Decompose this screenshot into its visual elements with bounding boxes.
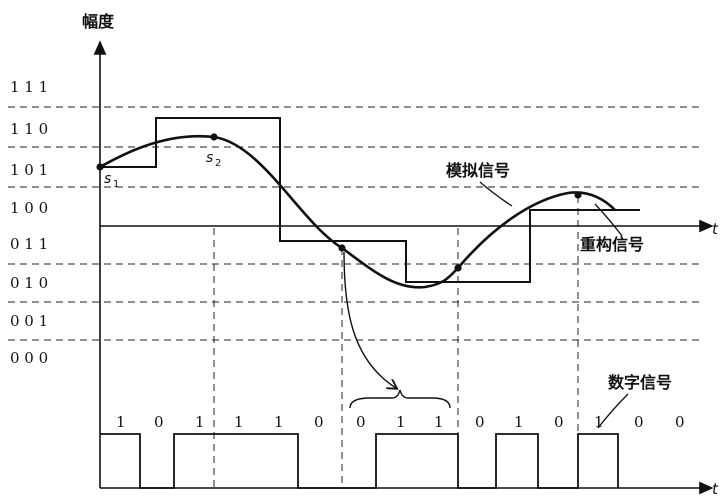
bit-label: 1 (434, 413, 444, 431)
sample-to-code-arrow (343, 251, 396, 388)
bit-label: 0 (356, 413, 366, 431)
bit-label: 1 (195, 413, 205, 431)
s2-subscript: 2 (215, 158, 221, 169)
bit-label: 1 (234, 413, 244, 431)
level-code: 1 0 1 (10, 161, 48, 179)
level-code: 0 1 1 (10, 235, 48, 253)
s1-label: s (104, 171, 111, 187)
sample-point-s1 (96, 163, 104, 171)
codeword-brace (349, 389, 451, 409)
bit-label: 0 (154, 413, 164, 431)
sample-point-s2 (210, 133, 218, 141)
sample-point (454, 264, 462, 272)
digital-signal-label: 数字信号 (608, 373, 672, 392)
quantization-level-lines (8, 106, 700, 341)
analog-signal-curve (99, 134, 616, 289)
s1-subscript: 1 (113, 179, 119, 190)
level-code: 1 0 0 (10, 199, 48, 217)
level-code-labels: 1 1 1 1 1 0 1 0 1 1 0 0 0 1 1 0 1 0 0 0 … (10, 78, 48, 367)
amplitude-label: 幅度 (82, 12, 115, 31)
bit-label: 0 (675, 413, 685, 431)
bit-label: 0 (634, 413, 644, 431)
digital-signal-leader (597, 393, 629, 429)
bit-label: 1 (116, 413, 126, 431)
s2-label: s (206, 150, 213, 166)
analog-signal-label: 模拟信号 (446, 161, 510, 180)
level-code: 0 1 0 (10, 274, 48, 292)
reconstructed-signal-leader (594, 203, 623, 237)
reconstructed-signal-label: 重构信号 (580, 235, 644, 254)
bit-label: 0 (314, 413, 324, 431)
bit-stream-labels: 1 0 1 1 1 0 0 1 1 0 1 0 1 0 0 (116, 413, 685, 431)
bit-label: 1 (396, 413, 406, 431)
bit-label: 0 (554, 413, 564, 431)
reconstructed-staircase (100, 117, 640, 283)
bit-label: 1 (514, 413, 524, 431)
level-code: 1 1 0 (10, 120, 48, 138)
level-code: 1 1 1 (10, 78, 48, 96)
sample-point (574, 191, 582, 199)
axes (93, 40, 714, 495)
bit-label: 1 (274, 413, 284, 431)
level-code: 0 0 1 (10, 312, 48, 330)
digital-pulse-train (100, 433, 619, 489)
sample-points (96, 133, 582, 272)
sample-point (338, 244, 346, 252)
time-label-top: t (712, 220, 719, 238)
analog-signal-leader (479, 181, 513, 207)
time-label-bottom: t (712, 480, 719, 496)
sample-time-lines (213, 196, 579, 488)
bit-label: 0 (475, 413, 485, 431)
bit-label: 1 (594, 413, 604, 431)
level-code: 0 0 0 (10, 349, 48, 367)
